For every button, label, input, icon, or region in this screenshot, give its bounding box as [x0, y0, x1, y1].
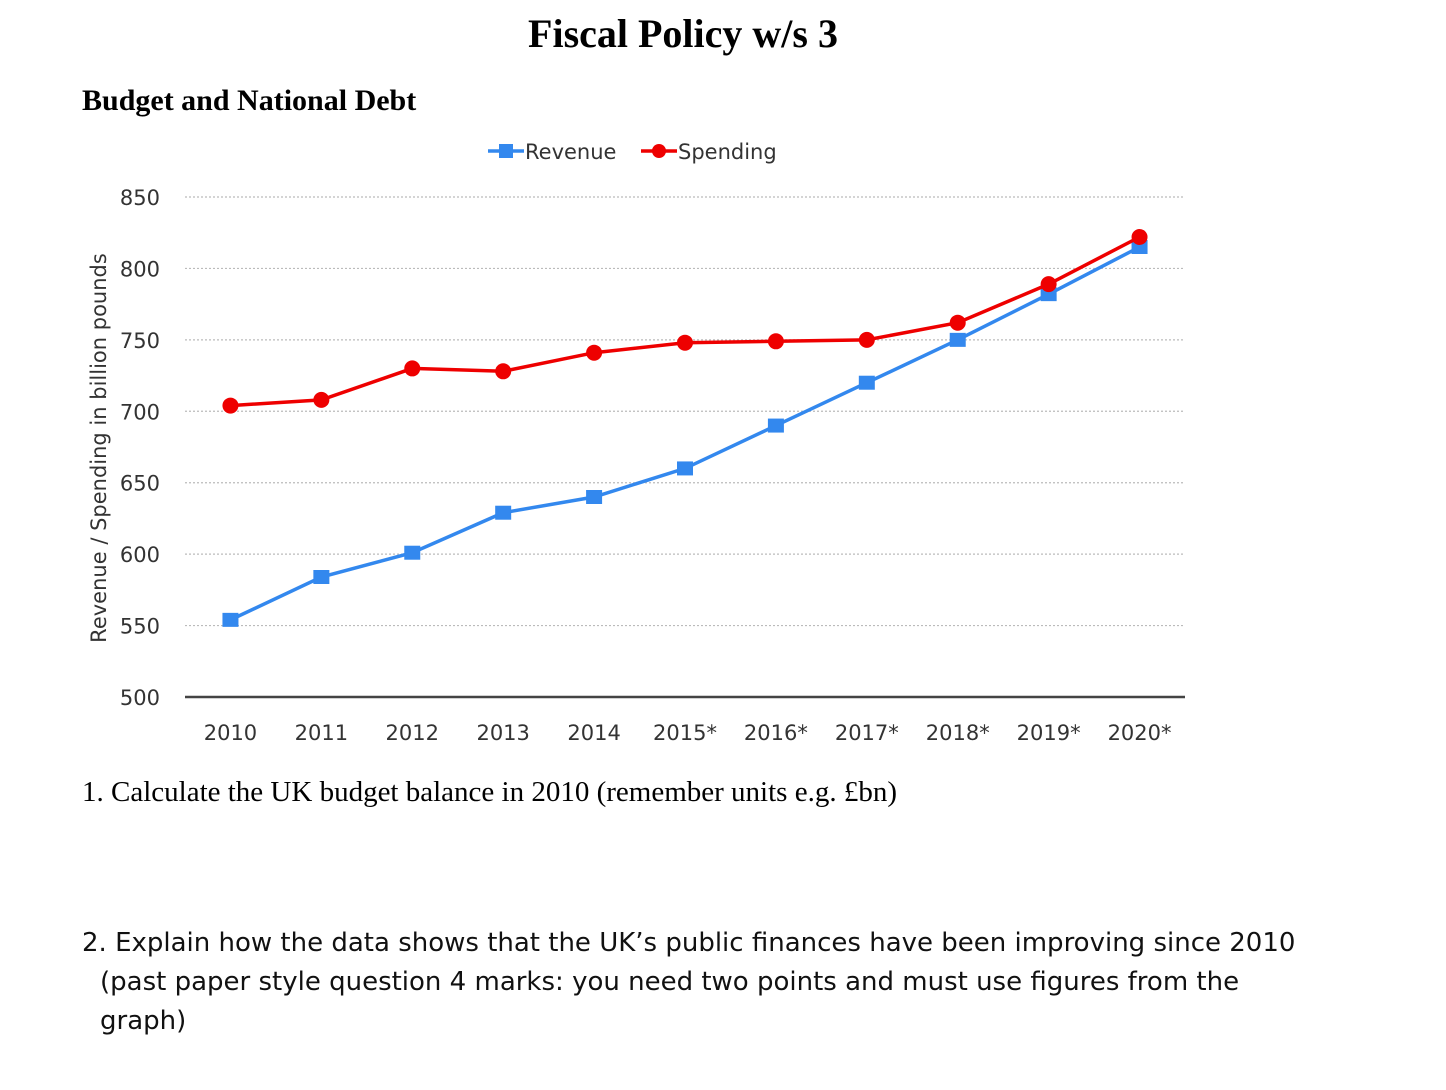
y-axis-label: Revenue / Spending in billion pounds — [87, 253, 111, 643]
data-point — [404, 360, 421, 377]
legend-marker — [499, 144, 513, 158]
x-tick-label: 2016* — [744, 721, 808, 745]
x-tick-label: 2013 — [476, 721, 529, 745]
question-2-line-2: (past paper style question 4 marks: you … — [100, 967, 1240, 997]
series-revenue — [222, 240, 1148, 627]
y-tick-label: 600 — [120, 543, 160, 567]
series — [222, 229, 1148, 627]
data-point — [404, 545, 421, 560]
x-tick-label: 2018* — [926, 721, 990, 745]
y-tick-label: 650 — [120, 472, 160, 496]
series-line — [230, 235, 1141, 408]
x-tick-label: 2011 — [295, 721, 348, 745]
series-spending — [222, 229, 1148, 414]
data-point — [313, 391, 330, 408]
data-point — [949, 314, 966, 331]
legend-label: Revenue — [525, 140, 616, 164]
data-point — [677, 334, 693, 351]
data-point — [495, 505, 512, 520]
y-tick-label: 800 — [120, 257, 160, 281]
data-point — [495, 363, 512, 380]
page-title: Fiscal Policy w/s 3 — [528, 11, 838, 56]
data-point — [586, 344, 603, 361]
data-point — [858, 331, 875, 348]
question-2: 2. Explain how the data shows that the U… — [82, 924, 1302, 1041]
gridlines — [185, 196, 1185, 699]
data-point — [677, 461, 693, 476]
question-1: 1. Calculate the UK budget balance in 20… — [82, 776, 897, 808]
question-2-line-3: graph) — [100, 1006, 187, 1036]
data-point — [767, 418, 784, 433]
x-tick-labels: 2010 2011 2012 2013 2014 2015* 2016* 2017* 2018*… — [204, 721, 1172, 745]
legend: Revenue Spending — [488, 140, 777, 164]
data-point — [1040, 276, 1057, 293]
x-tick-label: 2015* — [653, 721, 717, 745]
legend-label: Spending — [678, 140, 777, 164]
data-point — [222, 397, 239, 414]
y-tick-label: 550 — [120, 615, 160, 639]
x-tick-label: 2014 — [567, 721, 620, 745]
x-tick-label: 2012 — [386, 721, 439, 745]
question-2-line-1: 2. Explain how the data shows that the U… — [82, 928, 1296, 958]
data-point — [949, 332, 966, 347]
data-point — [767, 333, 784, 350]
x-tick-label: 2019* — [1017, 721, 1081, 745]
data-point — [586, 490, 603, 504]
y-tick-label: 500 — [120, 686, 160, 710]
x-tick-label: 2020* — [1108, 721, 1172, 745]
x-tick-label: 2017* — [835, 721, 899, 745]
data-point — [858, 375, 875, 390]
data-point — [1131, 229, 1148, 245]
x-tick-label: 2010 — [204, 721, 257, 745]
y-tick-label: 850 — [120, 186, 160, 210]
line-chart: Revenue Spending 500 550 600 650 700 750 800 850… — [87, 140, 1185, 745]
y-tick-label: 700 — [120, 400, 160, 424]
data-point — [313, 570, 330, 584]
section-heading: Budget and National Debt — [82, 84, 417, 117]
data-point — [222, 612, 239, 627]
y-tick-labels: 500 550 600 650 700 750 800 850 — [120, 186, 160, 710]
legend-marker — [652, 144, 666, 158]
y-tick-label: 750 — [120, 329, 160, 353]
